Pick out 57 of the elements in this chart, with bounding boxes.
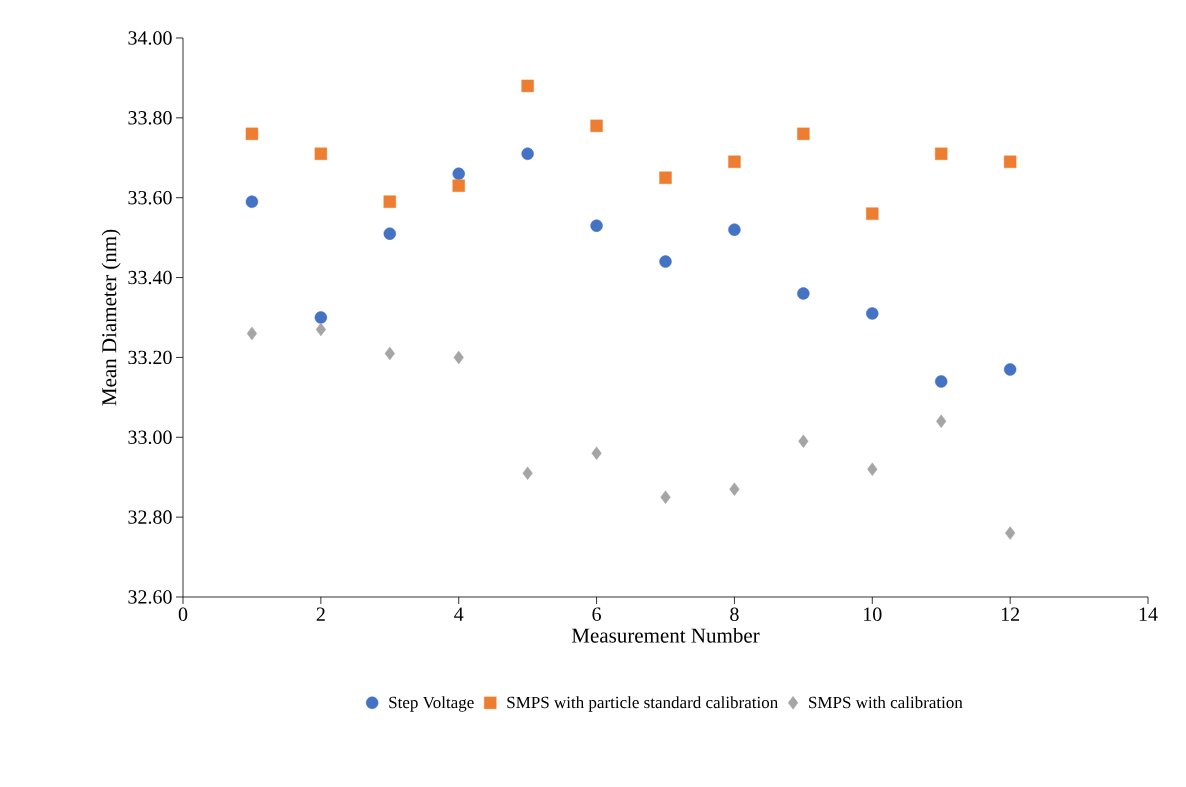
point bbox=[383, 195, 396, 208]
point bbox=[383, 227, 396, 240]
point bbox=[659, 255, 672, 268]
legend-label: SMPS with calibration bbox=[809, 696, 963, 709]
point bbox=[245, 195, 259, 208]
point bbox=[1005, 526, 1016, 540]
y-axis-title: Mean Diameter (nm) bbox=[101, 229, 121, 406]
legend-label: SMPS with particle standard calibration bbox=[507, 696, 778, 712]
point bbox=[1003, 363, 1017, 376]
y-tick-label: 33.60 bbox=[128, 190, 172, 205]
point bbox=[315, 322, 326, 337]
y-tick-label: 33.40 bbox=[128, 270, 172, 285]
x-tick-label: 6 bbox=[592, 607, 601, 621]
point bbox=[521, 79, 534, 93]
point bbox=[452, 179, 465, 192]
x-tick-label: 8 bbox=[730, 607, 739, 622]
x-tick-label: 14 bbox=[1139, 607, 1158, 621]
point bbox=[935, 375, 948, 388]
point bbox=[1003, 155, 1017, 168]
point bbox=[728, 155, 741, 168]
point bbox=[798, 434, 809, 448]
point bbox=[660, 490, 671, 504]
y-tick-label: 34.00 bbox=[128, 31, 172, 45]
point bbox=[590, 219, 603, 232]
x-tick-label: 12 bbox=[1001, 607, 1020, 621]
point bbox=[729, 482, 740, 496]
point bbox=[314, 147, 328, 160]
x-tick-label: 10 bbox=[864, 607, 882, 622]
legend-label: Step Voltage bbox=[389, 696, 474, 712]
point bbox=[452, 167, 465, 180]
point bbox=[728, 223, 741, 236]
point bbox=[590, 119, 603, 133]
point bbox=[591, 446, 602, 460]
point bbox=[521, 147, 534, 160]
y-tick-label: 33.20 bbox=[128, 350, 172, 365]
point bbox=[522, 466, 533, 480]
point bbox=[866, 207, 879, 220]
point bbox=[314, 311, 328, 324]
point bbox=[936, 414, 947, 428]
point bbox=[867, 462, 878, 476]
point bbox=[797, 287, 810, 300]
x-tick-label: 4 bbox=[454, 607, 464, 621]
point bbox=[245, 127, 259, 141]
point bbox=[935, 147, 948, 160]
x-tick-label: 0 bbox=[178, 607, 188, 622]
x-axis-title: Measurement Number bbox=[571, 627, 760, 643]
x-tick-label: 2 bbox=[316, 607, 325, 621]
point bbox=[866, 307, 879, 320]
point bbox=[659, 171, 672, 184]
y-tick-label: 33.00 bbox=[128, 430, 172, 445]
y-tick-label: 33.80 bbox=[128, 111, 172, 125]
point bbox=[384, 346, 395, 361]
point bbox=[453, 350, 464, 365]
point bbox=[797, 127, 810, 141]
point bbox=[246, 326, 258, 341]
y-tick-label: 32.80 bbox=[128, 510, 172, 524]
y-tick-label: 32.60 bbox=[128, 590, 172, 604]
